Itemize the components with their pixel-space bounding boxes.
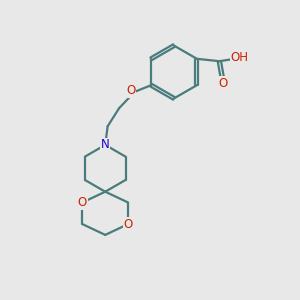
- Text: O: O: [78, 196, 87, 209]
- Text: N: N: [101, 138, 110, 152]
- Text: OH: OH: [230, 51, 248, 64]
- Text: O: O: [126, 84, 136, 97]
- Text: O: O: [218, 76, 228, 90]
- Text: O: O: [124, 218, 133, 231]
